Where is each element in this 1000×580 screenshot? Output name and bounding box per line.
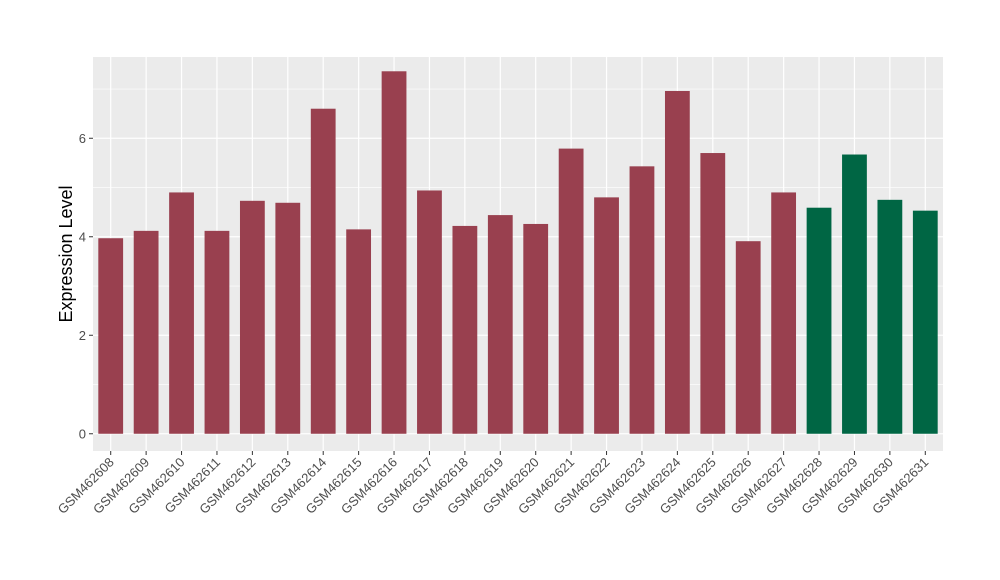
bar-GSM462615 <box>346 229 372 434</box>
y-tick-label: 4 <box>79 229 86 244</box>
bar-GSM462613 <box>275 202 301 434</box>
bars <box>98 71 938 434</box>
bar-GSM462614 <box>310 108 336 434</box>
bar-GSM462612 <box>239 200 265 434</box>
bar-GSM462620 <box>523 223 549 434</box>
bar-GSM462617 <box>417 190 442 434</box>
y-tick-label: 6 <box>79 131 86 146</box>
y-tick-label: 2 <box>79 328 86 343</box>
bar-GSM462619 <box>487 215 513 434</box>
bar-GSM462625 <box>700 153 726 434</box>
y-axis-title: Expression Level <box>56 185 76 322</box>
bar-GSM462609 <box>133 230 159 434</box>
y-tick-label: 0 <box>79 426 86 441</box>
bar-GSM462611 <box>204 230 230 434</box>
bar-GSM462630 <box>877 199 903 434</box>
bar-GSM462621 <box>558 148 584 434</box>
bar-GSM462610 <box>169 192 194 434</box>
bar-GSM462618 <box>452 225 478 434</box>
bar-GSM462631 <box>912 210 938 434</box>
x-axis: GSM462608GSM462609GSM462610GSM462611GSM4… <box>55 451 931 517</box>
bar-GSM462616 <box>381 71 407 434</box>
y-axis: 0 2 4 6 <box>79 131 93 441</box>
bar-GSM462624 <box>664 90 690 434</box>
bar-GSM462622 <box>594 197 619 434</box>
bar-GSM462608 <box>98 238 124 434</box>
bar-GSM462626 <box>735 241 761 434</box>
bar-GSM462628 <box>806 207 832 434</box>
plot-panel <box>93 57 943 451</box>
bar-GSM462629 <box>842 154 867 434</box>
bar-GSM462627 <box>771 192 797 434</box>
bar-GSM462623 <box>629 166 655 434</box>
